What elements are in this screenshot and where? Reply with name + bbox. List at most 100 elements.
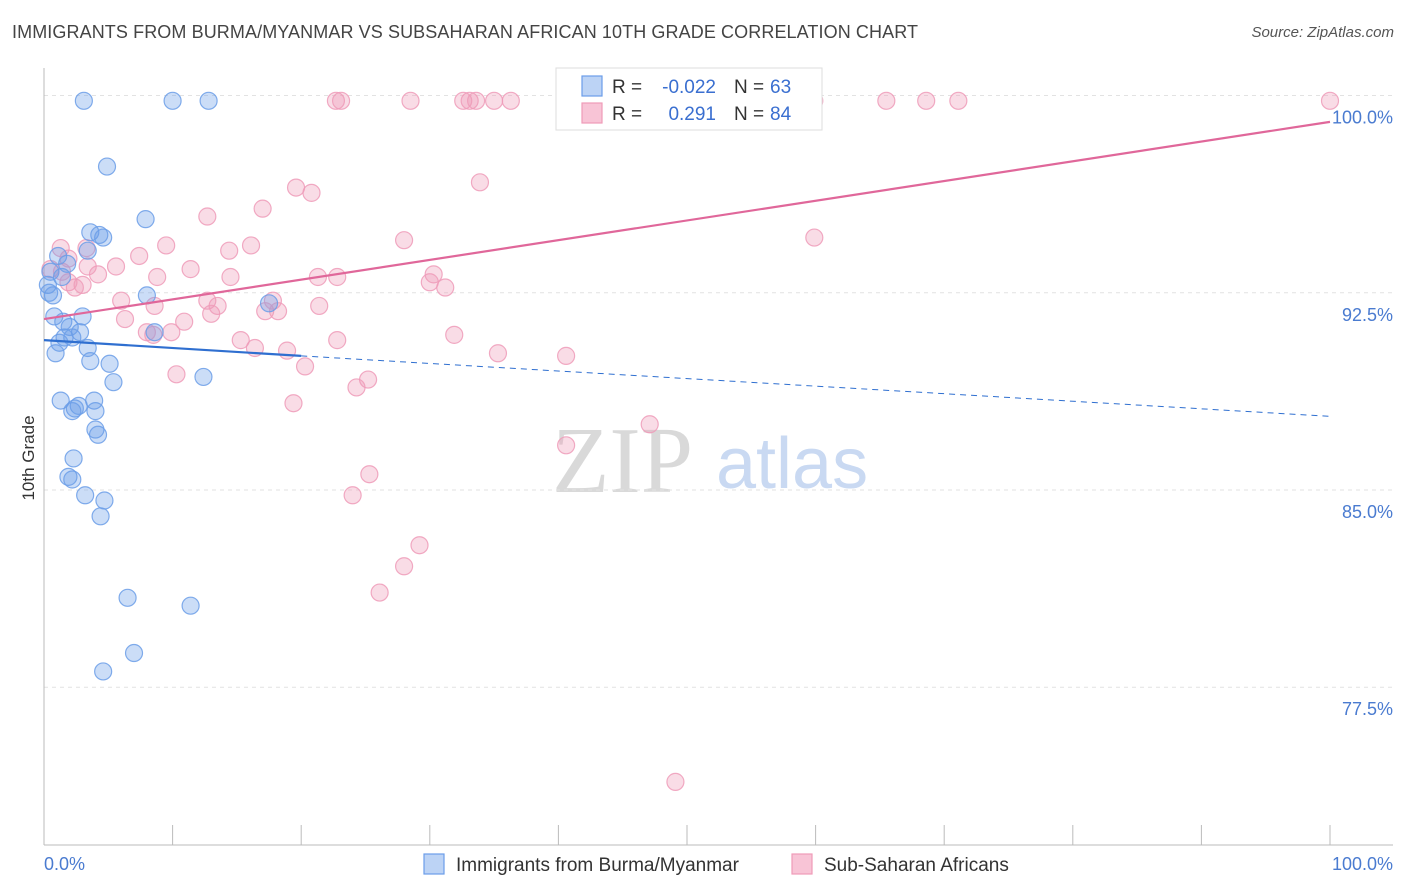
burma-point-50	[94, 662, 113, 681]
legend-n-value-subsaharan: 84	[770, 104, 792, 125]
burma-point-49	[124, 643, 144, 663]
subsaharan-point-31	[106, 257, 126, 276]
legend-r-label-subsaharan: R =	[612, 104, 642, 125]
subsaharan-point-35	[221, 267, 240, 287]
legend-swatch-subsaharan	[581, 102, 603, 124]
legend-n-label-burma: N =	[734, 77, 764, 98]
subsaharan-point-76	[370, 583, 389, 602]
subsaharan-point-34	[148, 267, 167, 287]
subsaharan-point-14	[470, 173, 490, 192]
trend-lines	[43, 120, 1331, 417]
burma-point-28	[46, 344, 65, 363]
bottom-legend-swatch-burma	[423, 853, 445, 875]
subsaharan-point-42	[65, 278, 84, 297]
burma-point-38	[63, 402, 82, 421]
subsaharan-point-70	[640, 415, 659, 434]
burma-point-47	[118, 588, 137, 607]
legend-swatch-burma	[581, 75, 603, 97]
burma-point-40	[88, 425, 108, 444]
x-tick-label-min: 0.0%	[44, 854, 85, 874]
subsaharan-point-65	[295, 357, 315, 376]
legend-r-value-subsaharan: 0.291	[668, 104, 716, 125]
subsaharan-point-25	[220, 241, 239, 260]
y-tick-label-2: 92.5%	[1342, 305, 1393, 325]
x-tick-label-max: 100.0%	[1332, 854, 1393, 874]
subsaharan-point-6	[485, 91, 504, 110]
subsaharan-point-37	[328, 267, 347, 287]
burma-point-1	[163, 91, 182, 110]
subsaharan-point-4	[460, 91, 479, 110]
trend-line-burma	[43, 339, 302, 357]
bottom-legend-label-burma: Immigrants from Burma/Myanmar	[456, 855, 740, 876]
subsaharan-point-22	[805, 228, 824, 247]
axes	[43, 68, 1393, 846]
burma-point-23	[145, 323, 164, 342]
subsaharan-point-43	[436, 278, 455, 297]
burma-point-44	[76, 486, 95, 505]
burma-point-36	[65, 399, 84, 418]
subsaharan-point-68	[347, 378, 366, 397]
stats-legend: R = -0.022 N = 63 R = 0.291 N = 84	[555, 67, 823, 131]
subsaharan-point-12	[949, 91, 968, 110]
subsaharan-point-62	[277, 341, 297, 360]
watermark-zip: ZIP	[552, 409, 693, 513]
burma-point-12	[52, 267, 72, 287]
burma-point-15	[43, 286, 63, 305]
legend-n-label-subsaharan: N =	[734, 104, 764, 125]
subsaharan-point-19	[157, 236, 176, 255]
subsaharan-point-16	[302, 183, 321, 202]
burma-point-8	[78, 241, 97, 260]
burma-point-32	[104, 373, 123, 392]
burma-point-41	[64, 449, 83, 468]
legend-r-label-burma: R =	[612, 77, 642, 98]
subsaharan-point-0	[326, 91, 346, 110]
burma-point-46	[91, 507, 110, 526]
y-tick-label-3: 100.0%	[1332, 108, 1393, 128]
subsaharan-point-71	[557, 436, 576, 455]
series-legend: Immigrants from Burma/Myanmar Sub-Sahara…	[423, 853, 1009, 876]
subsaharan-point-13	[1320, 91, 1340, 110]
trend-line-subsaharan	[43, 120, 1331, 321]
subsaharan-point-72	[360, 465, 379, 484]
burma-point-37	[86, 402, 105, 421]
subsaharan-point-52	[202, 304, 221, 323]
subsaharan-point-60	[328, 331, 347, 350]
y-tick-label-0: 77.5%	[1342, 699, 1393, 719]
subsaharan-point-1	[331, 91, 351, 110]
legend-r-value-burma: -0.022	[662, 77, 716, 98]
y-axis-title: 10th Grade	[19, 415, 38, 500]
subsaharan-point-2	[401, 91, 420, 110]
burma-point-45	[95, 491, 114, 510]
subsaharan-point-69	[284, 394, 303, 413]
burma-point-17	[259, 294, 279, 313]
subsaharan-point-74	[410, 536, 429, 555]
burma-point-33	[51, 391, 70, 410]
burma-point-29	[81, 352, 100, 371]
burma-point-31	[194, 367, 213, 387]
y-tick-label-1: 85.0%	[1342, 502, 1393, 522]
burma-point-43	[63, 470, 82, 489]
subsaharan-point-3	[454, 91, 473, 110]
burma-point-2	[199, 91, 218, 110]
subsaharan-point-17	[253, 199, 272, 218]
subsaharan-point-18	[198, 207, 217, 226]
subsaharan-point-26	[130, 246, 149, 266]
burma-point-21	[60, 317, 79, 337]
y-tick-labels: 77.5% 85.0% 92.5% 100.0%	[1332, 108, 1393, 720]
burma-point-0	[74, 91, 93, 110]
subsaharan-point-59	[231, 331, 250, 350]
series-burma-points	[38, 91, 279, 681]
subsaharan-point-11	[917, 91, 936, 110]
burma-point-30	[100, 354, 119, 373]
watermark-atlas: atlas	[716, 424, 868, 504]
series-subsaharan-points	[41, 91, 1340, 791]
subsaharan-point-15	[286, 178, 306, 197]
subsaharan-point-75	[394, 557, 414, 576]
burma-point-48	[181, 596, 200, 615]
subsaharan-point-73	[343, 486, 362, 505]
burma-point-7	[94, 228, 113, 247]
chart-title: IMMIGRANTS FROM BURMA/MYANMAR VS SUBSAHA…	[12, 22, 919, 42]
subsaharan-point-32	[181, 260, 200, 279]
subsaharan-point-21	[394, 231, 414, 250]
